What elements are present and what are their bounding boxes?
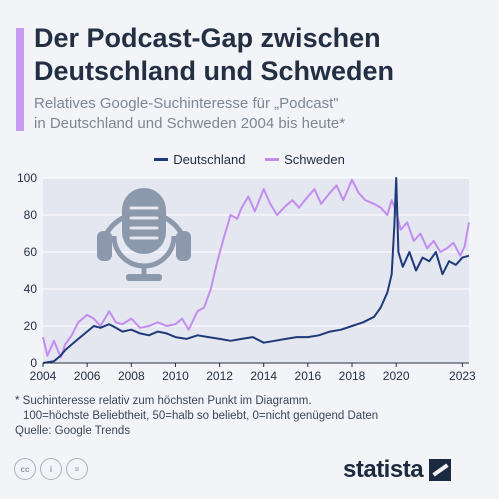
cc-icon[interactable]: cc (14, 458, 36, 480)
title-accent-bar (16, 28, 24, 131)
y-tick-label: 40 (24, 282, 38, 296)
y-tick-label: 100 (17, 171, 37, 185)
title-line-2: Deutschland und Schweden (34, 56, 395, 86)
title-line-1: Der Podcast-Gap zwischen (34, 23, 381, 53)
footnotes: * Suchinteresse relativ zum höchsten Pun… (15, 394, 495, 439)
series-line-deutschland (42, 177, 470, 364)
statista-mark-icon (429, 459, 452, 481)
legend-item-schweden: Schweden (265, 152, 345, 167)
series-line-schweden (42, 178, 470, 359)
podcast-microphone-icon (97, 188, 191, 281)
legend-label-schweden: Schweden (284, 152, 345, 167)
x-tick-label: 2012 (206, 369, 233, 383)
legend-swatch-deutschland (154, 158, 169, 161)
subtitle-line-1: Relatives Google-Suchinteresse für „Podc… (34, 95, 339, 112)
x-tick-label: 2020 (383, 369, 410, 383)
chart-title: Der Podcast-Gap zwischen Deutschland und… (34, 22, 484, 88)
x-tick-label: 2010 (162, 369, 189, 383)
legend-swatch-schweden (265, 158, 280, 161)
chart-subtitle: Relatives Google-Suchinteresse für „Podc… (34, 94, 484, 134)
y-tick-label: 80 (24, 208, 38, 222)
x-tick-label: 2008 (118, 369, 145, 383)
x-tick-label: 2014 (250, 369, 277, 383)
nd-icon[interactable]: = (66, 458, 88, 480)
legend-item-deutschland: Deutschland (154, 152, 245, 167)
line-chart: 0 20 40 60 80 100 2004 2006 2008 2010 2012 2014 201… (17, 171, 476, 383)
license-icons: cc i = (14, 458, 88, 480)
x-tick-label: 2006 (74, 369, 101, 383)
y-tick-label: 20 (24, 319, 38, 333)
plot-area (43, 178, 469, 363)
footnote-line-1: * Suchinteresse relativ zum höchsten Pun… (15, 395, 312, 407)
statista-logo[interactable]: statista (343, 456, 452, 484)
brand-wordmark: statista (343, 456, 424, 483)
x-tick-label: 2016 (295, 369, 322, 383)
x-tick-label: 2018 (339, 369, 366, 383)
chart-legend: Deutschland Schweden (0, 149, 499, 167)
x-tick-label: 2023 (449, 369, 476, 383)
subtitle-line-2: in Deutschland und Schweden 2004 bis heu… (34, 115, 346, 132)
source-note: Quelle: Google Trends (15, 425, 131, 437)
x-tick-label: 2004 (30, 369, 57, 383)
by-icon[interactable]: i (40, 458, 62, 480)
footnote-line-2: 100=höchste Beliebtheit, 50=halb so beli… (23, 410, 379, 422)
y-tick-label: 60 (24, 245, 38, 259)
y-tick-label: 0 (30, 356, 37, 370)
legend-label-deutschland: Deutschland (173, 152, 246, 167)
